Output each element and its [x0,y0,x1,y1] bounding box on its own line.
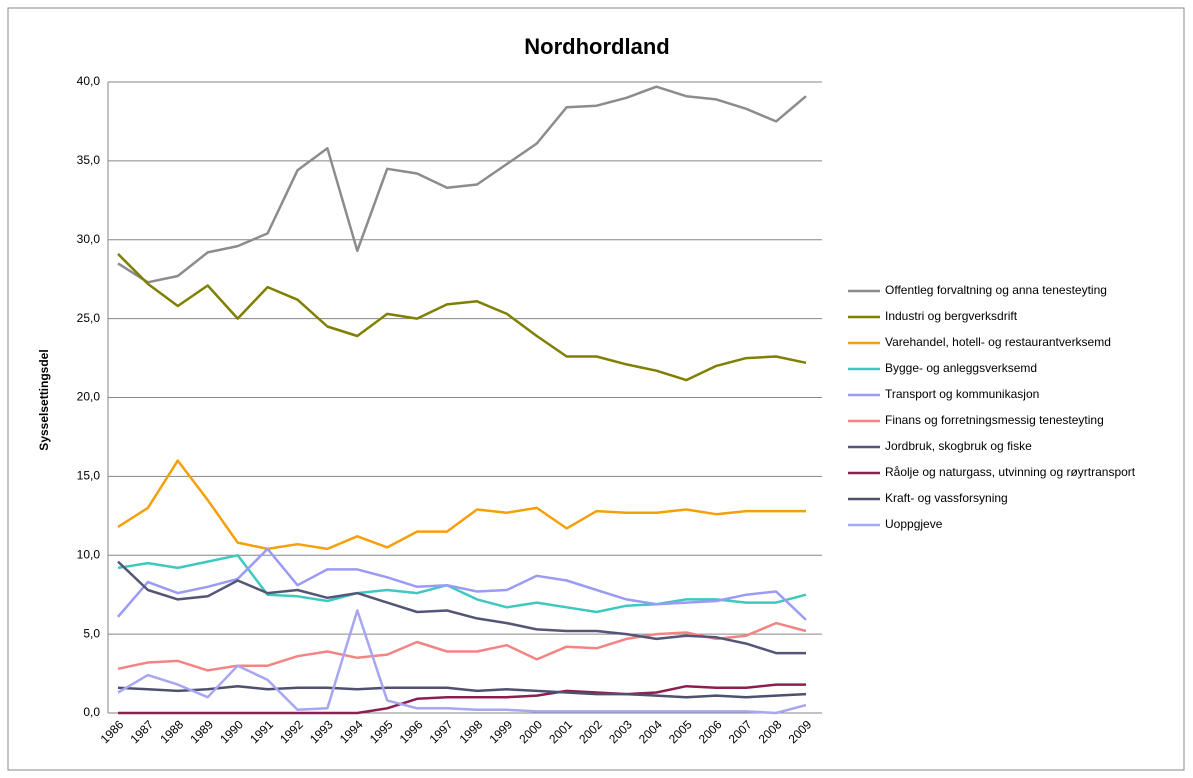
y-tick-label: 10,0 [77,547,101,561]
legend-label: Bygge- og anleggsverksemd [885,361,1037,375]
series-line [117,609,807,715]
legend-label: Transport og kommunikasjon [885,387,1039,401]
legend-label: Varehandel, hotell- og restaurantverksem… [885,335,1111,349]
series-line [117,554,807,614]
y-axis-label: Sysselsettingsdel [37,349,51,450]
series-line [117,684,807,699]
legend-label: Jordbruk, skogbruk og fiske [885,439,1032,453]
legend-label: Råolje og naturgass, utvinning og røyrtr… [885,465,1136,479]
y-tick-label: 5,0 [83,626,100,640]
series-line [117,560,806,655]
y-tick-label: 40,0 [77,74,101,88]
y-tick-label: 35,0 [77,153,101,167]
series-line [118,683,806,715]
chart-title: Nordhordland [524,34,669,59]
series-line [117,85,807,284]
series-line [117,253,807,382]
chart-border [7,7,1185,771]
legend-label: Uoppgjeve [885,517,943,531]
legend-label: Finans og forretningsmessig tenesteyting [885,413,1104,427]
y-tick-label: 25,0 [77,311,101,325]
y-tick-label: 20,0 [77,390,101,404]
y-tick-label: 30,0 [77,232,101,246]
series-line [117,459,806,551]
series-line [117,621,807,672]
legend-label: Industri og bergverksdrift [885,309,1018,323]
legend-label: Offentleg forvaltning og anna tenesteyti… [885,283,1107,297]
y-tick-label: 0,0 [83,705,100,719]
y-tick-label: 15,0 [77,469,101,483]
series-line [117,547,807,621]
legend-label: Kraft- og vassforsyning [885,491,1008,505]
